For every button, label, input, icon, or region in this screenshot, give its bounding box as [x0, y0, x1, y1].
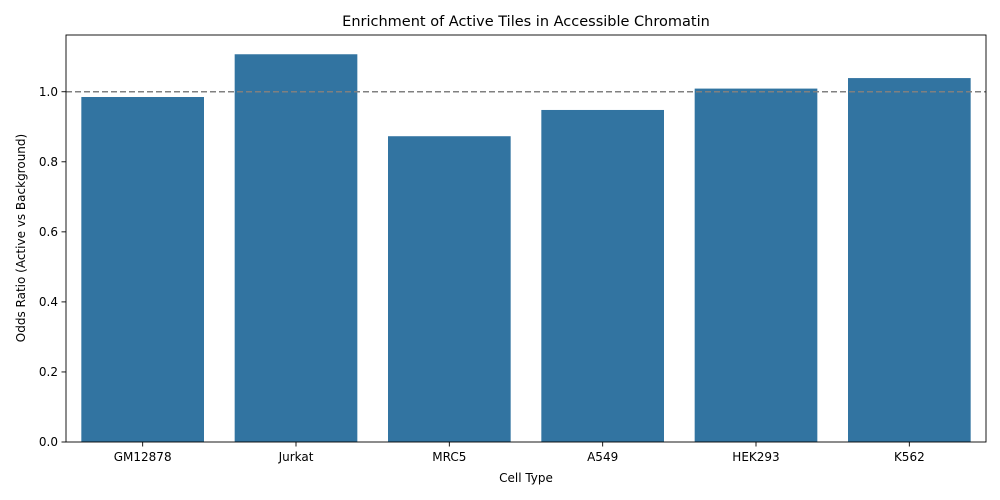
- x-tick-label-hek293: HEK293: [732, 450, 779, 464]
- chart-title: Enrichment of Active Tiles in Accessible…: [342, 14, 710, 30]
- y-axis: 0.0 0.2 0.4 0.6 0.8 1.0: [39, 85, 66, 449]
- x-tick-label-gm12878: GM12878: [114, 450, 172, 464]
- x-tick-label-a549: A549: [587, 450, 618, 464]
- y-tick-label: 0.8: [39, 155, 58, 169]
- bar-a549: [541, 109, 664, 443]
- plot-frame: [65, 34, 987, 443]
- y-tick-label: 0.0: [39, 435, 58, 449]
- x-tick-label-jurkat: Jurkat: [278, 450, 314, 464]
- y-tick-label: 1.0: [39, 85, 58, 99]
- bar-jurkat: [234, 54, 358, 442]
- bar-k562: [848, 78, 971, 442]
- x-tick-label-k562: K562: [894, 450, 925, 464]
- y-tick-label: 0.4: [39, 295, 58, 309]
- y-tick-label: 0.6: [39, 225, 58, 239]
- bar-gm12878: [81, 97, 204, 442]
- bar-mrc5: [388, 136, 511, 442]
- y-tick-label: 0.2: [39, 365, 58, 379]
- axes-frame: [65, 34, 987, 443]
- x-axis-label: Cell Type: [499, 471, 553, 485]
- y-axis-label: Odds Ratio (Active vs Background): [14, 134, 28, 342]
- bars-group: [81, 54, 971, 443]
- bar-hek293: [694, 88, 818, 442]
- x-tick-label-mrc5: MRC5: [432, 450, 466, 464]
- x-axis: GM12878 Jurkat MRC5 A549 HEK293 K562: [114, 442, 925, 464]
